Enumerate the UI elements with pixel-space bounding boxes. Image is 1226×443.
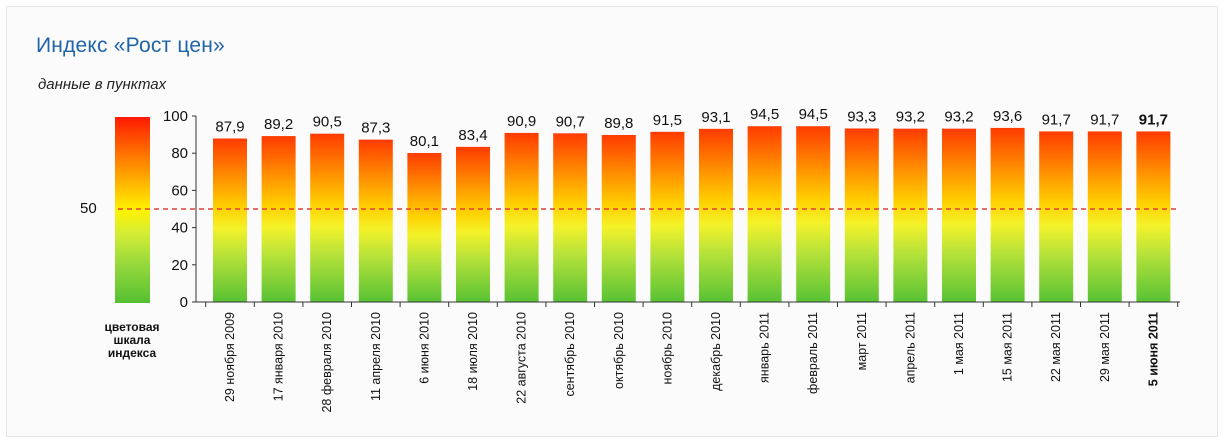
data-label: 83,4: [458, 127, 487, 144]
x-tick-label: 1 мая 2011: [952, 312, 966, 375]
x-tick-label: февраль 2011: [806, 312, 820, 394]
data-label: 89,8: [604, 115, 633, 132]
x-tick-label: 29 мая 2011: [1098, 312, 1112, 382]
chart-bar: [213, 138, 247, 302]
x-tick-label: 6 июня 2010: [417, 312, 431, 384]
y-tick-label: 100: [163, 108, 188, 125]
data-label: 89,2: [264, 116, 293, 133]
chart-bar: [796, 126, 831, 302]
x-tick-label: 22 мая 2011: [1049, 312, 1063, 382]
chart-bar: [310, 133, 345, 302]
x-tick-label: 15 мая 2011: [1001, 312, 1015, 382]
x-tick-label: сентябрь 2010: [563, 312, 577, 397]
data-label: 91,5: [653, 112, 682, 129]
data-label: 93,1: [701, 109, 730, 126]
data-label: 90,7: [556, 113, 585, 130]
y-tick-label: 40: [171, 220, 188, 237]
chart-bar: [893, 128, 928, 302]
x-tick-label: 5 июня 2011: [1146, 312, 1160, 386]
chart-bar: [261, 136, 296, 302]
chart-subtitle: данные в пунктах: [38, 76, 167, 93]
y-tick-label: 0: [180, 294, 188, 311]
chart-bar: [747, 126, 782, 302]
scale-caption-line: индекса: [107, 346, 157, 360]
chart-bar: [650, 131, 685, 302]
scale-caption: цветовая шкала индекса: [76, 321, 188, 360]
data-label: 94,5: [799, 106, 828, 123]
x-tick-label: декабрь 2010: [709, 312, 723, 391]
scale-threshold-label: 50: [80, 200, 97, 217]
chart-bar: [504, 132, 539, 302]
chart-bar: [553, 133, 588, 302]
data-label: 93,6: [993, 108, 1022, 125]
y-tick-label: 20: [171, 257, 188, 274]
data-label: 87,9: [215, 119, 244, 136]
data-label: 94,5: [750, 106, 779, 123]
scale-caption-line: шкала: [113, 333, 151, 347]
chart-bar: [990, 127, 1025, 303]
x-tick-label: ноябрь 2010: [660, 312, 674, 385]
data-label: 80,1: [410, 133, 439, 150]
data-label: 90,9: [507, 113, 536, 130]
chart-bar: [942, 128, 976, 302]
color-scale-bar: [115, 117, 150, 303]
y-tick-label: 80: [171, 145, 188, 162]
x-tick-label: январь 2011: [758, 312, 772, 383]
chart-bar: [407, 153, 442, 302]
data-label: 91,7: [1139, 111, 1168, 128]
chart-title: Индекс «Рост цен»: [36, 34, 225, 57]
data-label: 91,7: [1042, 111, 1071, 128]
x-tick-label: 28 февраля 2010: [320, 312, 334, 413]
chart-bar: [1039, 131, 1074, 302]
x-tick-label: 22 августа 2010: [515, 312, 529, 404]
x-tick-label: 11 апреля 2010: [369, 312, 383, 401]
x-tick-label: 29 ноября 2009: [223, 312, 237, 402]
chart-bar: [358, 139, 393, 302]
x-tick-label: 17 января 2010: [272, 312, 286, 401]
x-tick-label: апрель 2011: [903, 312, 917, 383]
data-label: 93,2: [944, 109, 973, 126]
data-label: 93,2: [896, 109, 925, 126]
chart-bar: [1136, 131, 1171, 302]
data-label: 91,7: [1090, 111, 1119, 128]
chart-bar: [601, 134, 636, 302]
y-tick-label: 60: [171, 182, 188, 199]
chart-bar: [844, 128, 879, 302]
data-label: 93,3: [847, 108, 876, 125]
data-label: 90,5: [313, 114, 342, 131]
x-tick-label: октябрь 2010: [612, 312, 626, 389]
scale-caption-line: цветовая: [104, 320, 160, 334]
x-tick-label: 18 июля 2010: [466, 312, 480, 391]
chart-bar: [1087, 131, 1122, 302]
chart-bar: [699, 128, 733, 302]
chart-bar: [456, 146, 490, 302]
data-label: 87,3: [361, 120, 390, 137]
x-tick-label: март 2011: [855, 312, 869, 370]
